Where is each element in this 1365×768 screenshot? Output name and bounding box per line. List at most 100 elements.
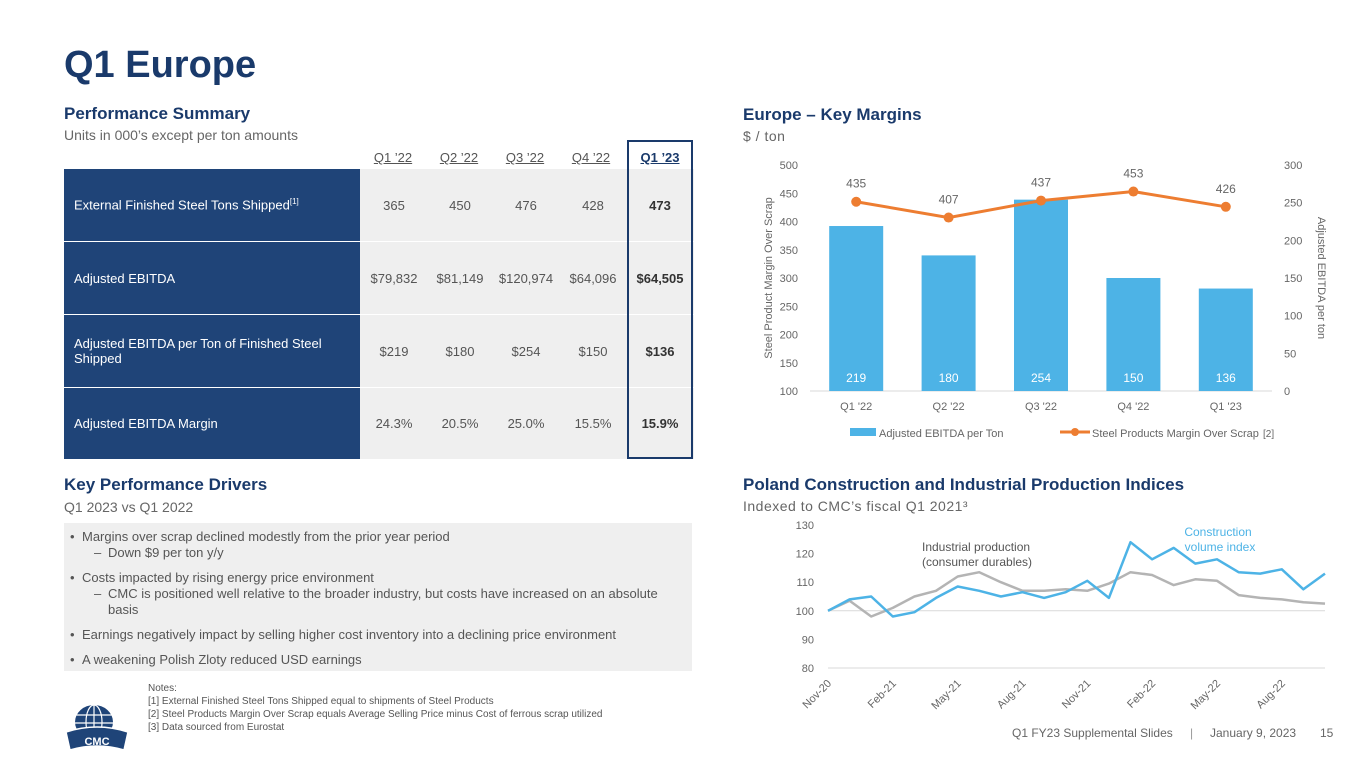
performance-summary-subheading: Units in 000’s except per ton amounts [64,127,298,143]
note: [3] Data sourced from Eurostat [148,722,285,733]
page-number: 15 [1320,726,1334,740]
drivers-box: • Margins over scrap declined modestly f… [64,523,692,671]
note: [2] Steel Products Margin Over Scrap equ… [148,709,603,720]
bar [1106,278,1161,391]
bullet: • [70,570,75,585]
bar-data-label: 150 [1123,371,1143,385]
footer-separator: | [1190,726,1194,740]
table-cell: 20.5% [441,416,479,431]
table-cell: $180 [445,344,475,359]
row-divider [360,314,694,315]
annotation-industrial: (consumer durables) [922,555,1032,569]
line-data-label: 407 [939,193,959,207]
driver-bullet: Costs impacted by rising energy price en… [82,570,374,585]
line-point [1220,201,1231,212]
bar [1198,288,1253,391]
col-header-current: Q1 ’23 [640,150,680,165]
bar-data-label: 136 [1216,371,1236,385]
y-tick: 90 [802,634,814,646]
x-tick: May-21 [929,678,963,712]
bar [1014,199,1068,391]
table-cell: $219 [379,344,409,359]
footnote-ref: [1] [289,197,299,207]
y-axis-label-right: Adjusted EBITDA per ton [1315,217,1327,339]
row-label: Adjusted EBITDA Margin [64,388,360,459]
row-label: Adjusted EBITDA per Ton of Finished Stee… [64,315,360,387]
table-cell: $79,832 [370,271,418,286]
annotation-industrial: Industrial production [922,540,1030,554]
footer-deck-title: Q1 FY23 Supplemental Slides [1012,726,1173,740]
page-title: Q1 Europe [64,44,257,86]
y-tick: 120 [796,549,814,561]
y-tick-left: 500 [780,160,798,172]
x-tick: Q4 '22 [1117,401,1149,413]
driver-bullet: Margins over scrap declined modestly fro… [82,529,450,544]
poland-heading: Poland Construction and Industrial Produ… [743,475,1185,494]
row-divider [360,387,694,388]
table-cell: $81,149 [436,271,484,286]
poland-subheading: Indexed to CMC’s fiscal Q1 2021³ [743,498,969,514]
dash: – [94,545,102,560]
legend-label-line: Steel Products Margin Over Scrap [1092,428,1259,440]
table-cell: 25.0% [507,416,545,431]
line-data-label: 437 [1031,176,1051,190]
x-tick: Feb-22 [1125,678,1158,711]
bullet: • [70,627,75,642]
driver-sub-bullet: Down $9 per ton y/y [108,545,224,560]
dash: – [94,586,102,601]
drivers-subheading: Q1 2023 vs Q1 2022 [64,499,194,515]
cmc-logo: CMC [65,704,129,751]
key-margins-chart: 100 150 200 250 300 350 400 450 500 0 50 100 150 200 2… [763,160,1327,440]
line-point [1128,186,1139,197]
legend-swatch-marker [1071,428,1079,436]
driver-bullet: Earnings negatively impact by selling hi… [82,627,617,642]
y-tick: 130 [796,520,814,532]
table-cell-current: 473 [649,198,671,213]
col-header: Q3 ’22 [505,150,545,165]
series-line [827,570,1326,618]
x-tick: Nov-21 [1060,678,1094,712]
driver-bullet: A weakening Polish Zloty reduced USD ear… [82,652,362,667]
series-line [827,540,1326,618]
x-tick: Q1 '22 [840,401,872,413]
table-cell: $120,974 [498,271,554,286]
table-cell: 450 [449,198,471,213]
bar [921,255,976,391]
y-tick-left: 200 [780,330,798,342]
table-cell: $150 [578,344,608,359]
y-axis-label-left: Steel Product Margin Over Scrap [763,197,775,358]
y-tick: 100 [796,606,814,618]
line-point [1036,195,1046,206]
y-tick: 80 [802,663,814,675]
notes-title: Notes: [148,683,177,694]
row-label-text: External Finished Steel Tons Shipped [74,197,290,213]
table-cell: 476 [515,198,537,213]
col-header: Q1 ’22 [373,150,413,165]
legend-footnote: [2] [1263,429,1274,440]
legend-swatch-bars [850,428,876,436]
margins-subheading: $ / ton [743,128,786,144]
poland-indices-chart: 80 90 100 110 120 130 Nov-20 Feb-21 May-21 Aug-21… [796,520,1326,712]
y-tick-right: 150 [1284,273,1302,285]
table-cell-current: 15.9% [641,416,679,431]
x-tick: Q2 '22 [933,401,965,413]
line-point [943,212,954,223]
x-tick: Aug-22 [1254,678,1288,712]
y-tick-right: 200 [1284,235,1302,247]
driver-sub-bullet-cont: basis [108,602,139,617]
table-cell: $254 [511,344,541,359]
x-tick: Q1 '23 [1210,401,1242,413]
x-tick: May-22 [1189,678,1223,712]
bar-data-label: 254 [1031,371,1051,385]
bar-data-label: 180 [939,371,959,385]
annotation-construction: Construction [1184,525,1251,539]
x-tick: Feb-21 [866,678,899,711]
col-header: Q2 ’22 [439,150,479,165]
y-tick-left: 300 [780,273,798,285]
note: [1] External Finished Steel Tons Shipped… [148,696,494,707]
bar [829,226,884,391]
row-label: Adjusted EBITDA [64,242,360,314]
table-cell: $64,096 [569,271,617,286]
y-tick-left: 350 [780,245,798,257]
footer-date: January 9, 2023 [1210,726,1297,740]
